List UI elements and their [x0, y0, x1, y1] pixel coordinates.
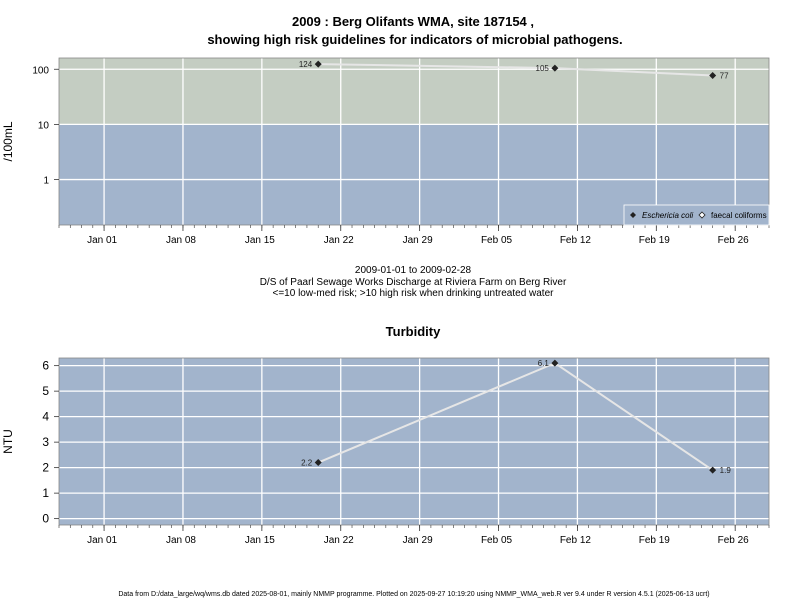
data-source-footer: Data from D:/data_large/wq/wms.db dated … — [118, 591, 709, 598]
x-tick-label: Jan 15 — [245, 235, 275, 246]
filled-diamond-icon — [630, 212, 636, 218]
x-tick-label: Feb 19 — [639, 235, 671, 246]
x-tick-label: Jan 29 — [403, 535, 433, 546]
y-tick-label: 1 — [42, 486, 49, 500]
legend-box — [623, 204, 770, 226]
x-tick-label: Jan 22 — [324, 235, 354, 246]
microbial-gridlines — [59, 58, 769, 225]
x-tick-label: Feb 05 — [481, 235, 513, 246]
risk-guideline-caption: <=10 low-med risk; >10 high risk when dr… — [273, 288, 555, 299]
data-label: 124 — [299, 60, 313, 69]
high-risk-band — [59, 58, 769, 125]
x-tick-label: Jan 01 — [87, 535, 117, 546]
data-point — [709, 466, 717, 474]
microbial-plot-frame — [58, 57, 770, 226]
data-label: 6.1 — [538, 359, 550, 368]
y-tick-label: 100 — [32, 65, 49, 76]
data-point — [551, 64, 559, 72]
microbial-legend: Eschericia coli faecal coliforms — [623, 204, 770, 226]
chart-title-line-2: showing high risk guidelines for indicat… — [207, 32, 622, 47]
site-description-caption: D/S of Paarl Sewage Works Discharge at R… — [260, 277, 567, 288]
x-tick-label: Jan 29 — [403, 235, 433, 246]
data-label: 105 — [536, 64, 550, 73]
x-tick-label: Feb 05 — [481, 535, 513, 546]
y-tick-label: 2 — [42, 461, 49, 475]
y-tick-label: 0 — [42, 512, 49, 526]
data-point — [709, 72, 717, 80]
data-point — [551, 359, 559, 367]
x-tick-label: Jan 08 — [166, 235, 196, 246]
x-tick-label: Jan 08 — [166, 535, 196, 546]
turbidity-plot-frame — [58, 357, 770, 526]
data-point — [314, 60, 322, 68]
turbidity-axes: Jan 01 Jan 08 Jan 15 Jan 22 Jan 29 Feb 05 Feb … — [42, 359, 770, 546]
x-tick-label: Feb 12 — [560, 535, 592, 546]
open-diamond-icon — [698, 211, 706, 219]
microbial-series: 124 105 77 — [299, 60, 729, 80]
x-tick-label: Feb 26 — [718, 535, 750, 546]
microbial-panel: Jan 01 Jan 08 Jan 15 Jan 22 Jan 29 Feb 05 Feb … — [1, 57, 770, 246]
x-tick-label: Feb 26 — [718, 235, 750, 246]
legend-label-faecal-coliforms: faecal coliforms — [711, 211, 767, 220]
microbial-axes: Jan 01 Jan 08 Jan 15 Jan 22 Jan 29 Feb 05 Feb … — [32, 65, 770, 246]
date-range-caption: 2009-01-01 to 2009-02-28 — [355, 265, 472, 276]
data-label: 77 — [720, 72, 729, 81]
y-tick-label: 3 — [42, 435, 49, 449]
x-tick-label: Jan 01 — [87, 235, 117, 246]
data-label: 2.2 — [301, 459, 313, 468]
turbidity-title: Turbidity — [386, 324, 441, 339]
data-point — [314, 459, 322, 467]
chart-title-line-1: 2009 : Berg Olifants WMA, site 187154 , — [292, 14, 534, 29]
y-tick-label: 5 — [42, 384, 49, 398]
x-tick-label: Feb 12 — [560, 235, 592, 246]
y-tick-label: 10 — [38, 120, 50, 131]
x-tick-label: Feb 19 — [639, 535, 671, 546]
turbidity-gridlines — [59, 358, 769, 525]
y-tick-label: 6 — [42, 359, 49, 373]
data-label: 1.9 — [720, 466, 732, 475]
y-tick-label: 4 — [42, 410, 49, 424]
microbial-y-axis-label: /100mL — [1, 121, 15, 161]
turbidity-y-axis-label: NTU — [1, 429, 15, 454]
x-tick-label: Jan 15 — [245, 535, 275, 546]
x-tick-label: Jan 22 — [324, 535, 354, 546]
legend-label-ecoli: Eschericia coli — [642, 211, 693, 220]
turbidity-panel: Jan 01 Jan 08 Jan 15 Jan 22 Jan 29 Feb 05 Feb … — [1, 357, 770, 546]
y-tick-label: 1 — [43, 176, 49, 187]
turbidity-series: 2.2 6.1 1.9 — [301, 359, 731, 475]
